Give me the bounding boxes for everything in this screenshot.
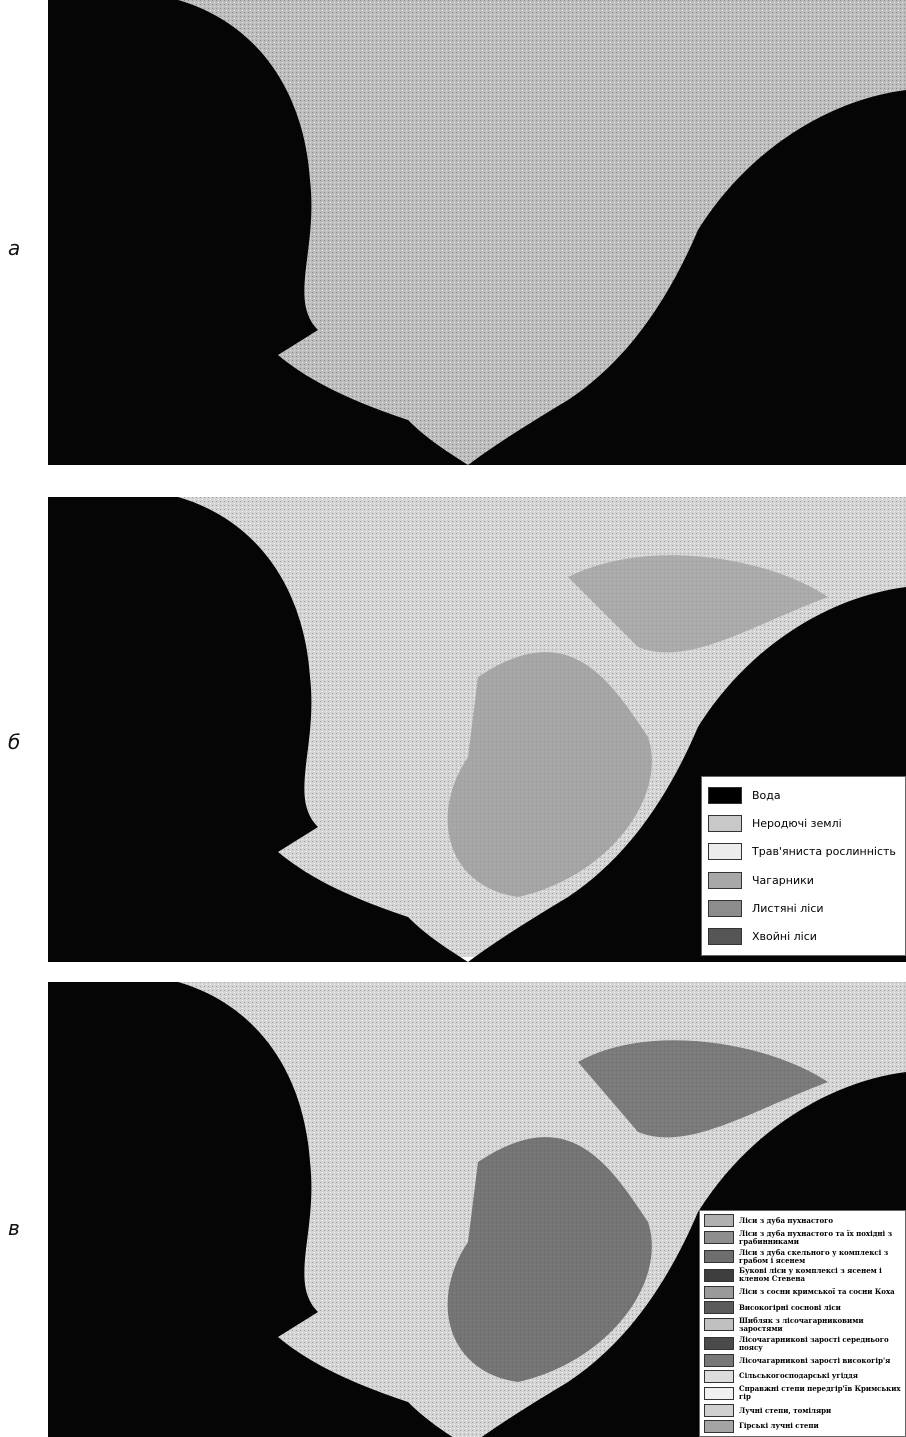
legend-item: Ліси з сосни кримської та сосни Коха [704,1286,901,1299]
legend-item: Лісочагарникові зарості середнього поясу [704,1336,901,1352]
legend-item: Чагарники [708,872,899,889]
panel-label: а [8,236,20,260]
legend-label: Неродючі землі [752,817,842,830]
legend-swatch [704,1370,734,1383]
legend-item: Букові ліси у комплексі з ясенем і клено… [704,1267,901,1283]
legend-swatch [704,1318,734,1331]
legend-label: Лісочагарникові зарості високогір'я [739,1357,890,1365]
legend-label: Справжні степи передгір'їв Кримських гір [739,1385,901,1401]
legend: Вода Неродючі землі Трав'яниста рослинніст… [701,776,906,956]
legend-swatch [708,872,742,889]
legend-swatch [708,843,742,860]
legend-swatch [704,1387,734,1400]
legend-label: Листяні ліси [752,902,824,915]
legend-label: Чагарники [752,874,814,887]
legend-item: Неродючі землі [708,815,899,832]
legend-item: Високогірні соснові ліси [704,1301,901,1314]
legend-item: Ліси з дуба скельного у комплексі з граб… [704,1249,901,1265]
legend-item: Гірські лучні степи [704,1420,901,1433]
legend-swatch [704,1269,734,1282]
legend-swatch [704,1354,734,1367]
legend-item: Ліси з дуба пухнастого [704,1214,901,1227]
legend-label: Ліси з дуба скельного у комплексі з граб… [739,1249,901,1265]
legend-swatch [704,1301,734,1314]
legend-item: Лучні степи, томіляри [704,1404,901,1417]
legend-label: Ліси з дуба пухнастого [739,1217,833,1225]
legend-item: Сільськогосподарські угіддя [704,1370,901,1383]
legend-item: Лісочагарникові зарості високогір'я [704,1354,901,1367]
figure: а б в Вода Неродючі землі Трав'яниста росл… [0,0,906,1437]
legend-item: Справжні степи передгір'їв Кримських гір [704,1385,901,1401]
legend-swatch [708,787,742,804]
legend-label: Шибляк з лісочагарниковими заростями [739,1317,901,1333]
legend-label: Хвойні ліси [752,930,817,943]
legend-label: Ліси з сосни кримської та сосни Коха [739,1288,895,1296]
legend-swatch [704,1420,734,1433]
panel-label: в [8,1216,20,1240]
legend-item: Шибляк з лісочагарниковими заростями [704,1317,901,1333]
legend-item: Вода [708,787,899,804]
legend-swatch [704,1404,734,1417]
legend-item: Хвойні ліси [708,928,899,945]
legend-label: Лісочагарникові зарості середнього поясу [739,1336,901,1352]
legend-label: Лучні степи, томіляри [739,1407,831,1415]
legend-item: Трав'яниста рослинність [708,843,899,860]
legend: Ліси з дуба пухнастого Ліси з дуба пухнас… [699,1210,906,1437]
legend-swatch [708,815,742,832]
panel-label: б [8,730,20,754]
legend-label: Трав'яниста рослинність [752,845,896,858]
legend-item: Ліси з дуба пухнастого та їх похідні з г… [704,1230,901,1246]
legend-label: Букові ліси у комплексі з ясенем і клено… [739,1267,901,1283]
legend-item: Листяні ліси [708,900,899,917]
legend-swatch [704,1231,734,1244]
legend-swatch [704,1286,734,1299]
legend-swatch [708,900,742,917]
legend-label: Сільськогосподарські угіддя [739,1372,858,1380]
legend-label: Гірські лучні степи [739,1422,819,1430]
legend-label: Вода [752,789,781,802]
legend-swatch [708,928,742,945]
map-a [48,0,906,465]
legend-swatch [704,1250,734,1263]
legend-label: Високогірні соснові ліси [739,1304,841,1312]
legend-swatch [704,1214,734,1227]
legend-label: Ліси з дуба пухнастого та їх похідні з г… [739,1230,901,1246]
legend-swatch [704,1337,734,1350]
